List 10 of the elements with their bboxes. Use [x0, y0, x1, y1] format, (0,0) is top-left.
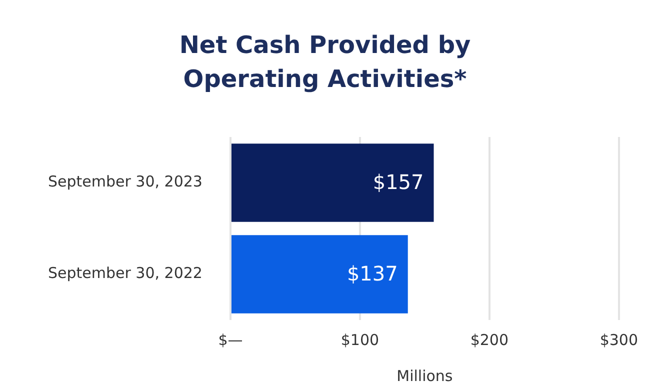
y-tick-label: September 30, 2022	[48, 264, 202, 282]
chart-title: Net Cash Provided by Operating Activities*	[178, 30, 472, 95]
data-label: $157	[372, 170, 424, 194]
data-label: $137	[346, 261, 398, 286]
x-tick-label: $300	[600, 330, 638, 349]
y-tick-label: September 30, 2023	[48, 172, 202, 191]
x-tick-label: $—	[218, 330, 243, 349]
x-tick-label: $100	[340, 330, 380, 349]
x-tick-label: $200	[470, 330, 509, 349]
x-axis-title: Millions	[396, 366, 453, 385]
